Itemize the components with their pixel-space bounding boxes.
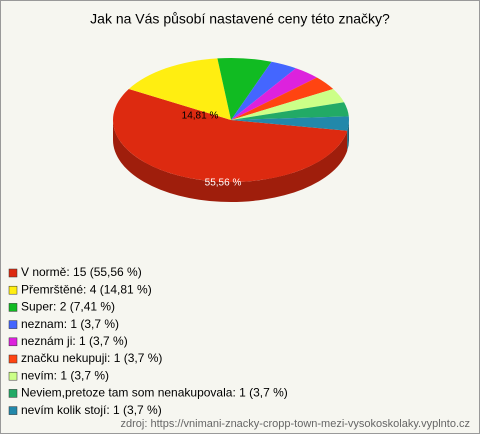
legend-label: Super: 2 (7,41 %) [21,300,115,314]
slice [217,58,272,120]
legend-label: nevím kolik stojí: 1 (3,7 %) [21,403,162,417]
legend-label: neznam: 1 (3,7 %) [21,317,119,331]
slice [112,88,348,183]
source: zdroj: https://vnimani-znacky-cropp-town… [121,418,470,430]
slice [231,89,345,120]
slice [231,68,317,120]
slice [231,77,334,120]
value-label: 14,81 % [182,111,219,122]
legend-swatch [8,285,18,295]
legend-label: nevím: 1 (3,7 %) [21,368,109,382]
legend-swatch [8,389,18,398]
legend-label: neznám ji: 1 (3,7 %) [21,334,128,348]
slice-side [347,120,349,151]
legend-swatch [8,406,18,415]
legend-swatch [8,303,18,312]
legend-swatch [8,268,18,278]
legend-swatch [8,371,18,381]
slice [231,61,296,120]
slice-side [113,120,348,202]
legend-label: značku nekupuji: 1 (3,7 %) [21,351,162,365]
legend-label: Přemrštěné: 4 (14,81 %) [21,282,152,296]
slice [128,58,231,120]
legend-label: Neviem,pretoze tam som nenakupovala: 1 (… [21,386,288,400]
value-label: 55,56 % [205,178,242,189]
legend-swatch [8,337,18,347]
legend-swatch [8,354,18,364]
legend-swatch [8,320,18,329]
chart-title: Jak na Vás působí nastavené ceny této zn… [90,11,390,27]
slice [231,102,349,120]
legend-label: V normě: 15 (55,56 %) [21,265,142,279]
slice [231,116,349,131]
